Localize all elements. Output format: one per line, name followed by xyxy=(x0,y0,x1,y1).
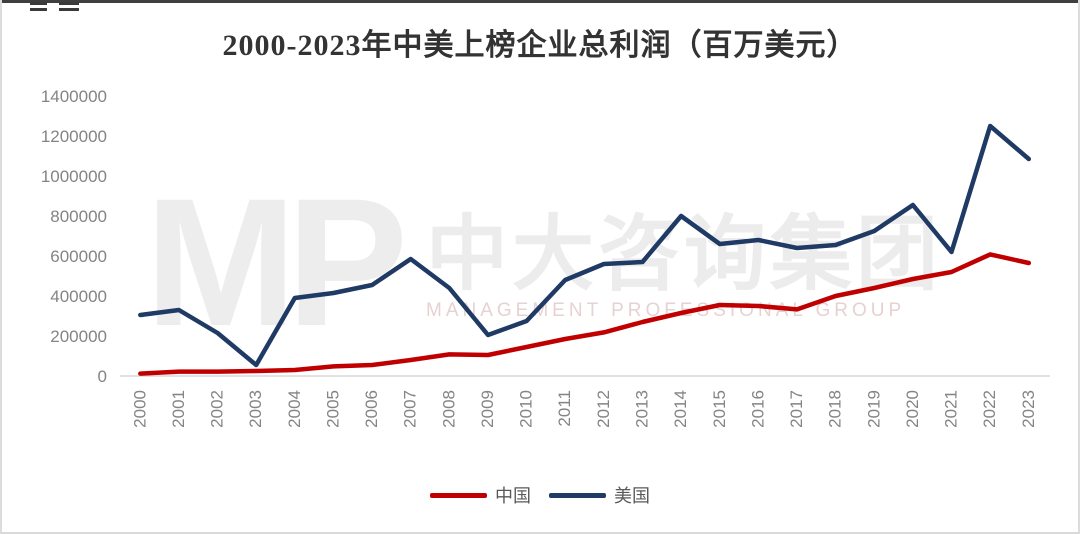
x-tick-label: 2017 xyxy=(787,390,806,428)
cropped-text-artifact xyxy=(59,2,79,11)
legend-label-china: 中国 xyxy=(495,486,531,506)
chart-title: 2000-2023年中美上榜企业总利润（百万美元） xyxy=(222,29,858,62)
x-tick-label: 2021 xyxy=(942,390,961,428)
x-tick-label: 2013 xyxy=(632,390,651,428)
y-tick-label: 800000 xyxy=(50,207,107,226)
y-tick-label: 1000000 xyxy=(41,167,107,186)
x-tick-label: 2015 xyxy=(710,390,729,428)
x-tick-label: 2023 xyxy=(1019,390,1038,428)
legend-label-usa: 美国 xyxy=(614,486,650,506)
x-tick-label: 2006 xyxy=(362,390,381,428)
y-tick-label: 1400000 xyxy=(41,87,107,106)
legend-swatch-usa xyxy=(549,492,606,498)
y-tick-label: 400000 xyxy=(50,287,107,306)
x-tick-label: 2001 xyxy=(169,390,188,428)
y-tick-label: 1200000 xyxy=(41,127,107,146)
x-tick-label: 2007 xyxy=(401,390,420,428)
top-border-artifact xyxy=(2,0,1078,3)
x-tick-label: 2022 xyxy=(980,390,999,428)
x-tick-label: 2010 xyxy=(517,390,536,428)
legend-swatch-china xyxy=(430,492,487,498)
x-tick-label: 2008 xyxy=(439,390,458,428)
series-line-usa xyxy=(138,123,1032,368)
y-tick-label: 200000 xyxy=(50,327,107,346)
x-tick-label: 2012 xyxy=(594,390,613,428)
x-tick-label: 2011 xyxy=(555,390,574,427)
x-tick-label: 2004 xyxy=(285,390,304,428)
x-tick-label: 2003 xyxy=(246,390,265,428)
x-tick-label: 2000 xyxy=(130,390,149,428)
x-tick-label: 2014 xyxy=(671,390,690,428)
x-tick-label: 2016 xyxy=(748,390,767,428)
x-tick-label: 2009 xyxy=(478,390,497,428)
x-tick-label: 2018 xyxy=(826,390,845,428)
x-tick-label: 2005 xyxy=(323,390,342,428)
x-tick-label: 2002 xyxy=(208,390,227,428)
series-line-china xyxy=(138,252,1032,376)
x-tick-label: 2019 xyxy=(864,390,883,428)
legend: 中国 美国 xyxy=(2,482,1078,508)
y-tick-label: 0 xyxy=(98,367,107,386)
x-tick-label: 2020 xyxy=(903,390,922,428)
cropped-text-artifact xyxy=(30,2,47,11)
y-tick-label: 600000 xyxy=(50,247,107,266)
